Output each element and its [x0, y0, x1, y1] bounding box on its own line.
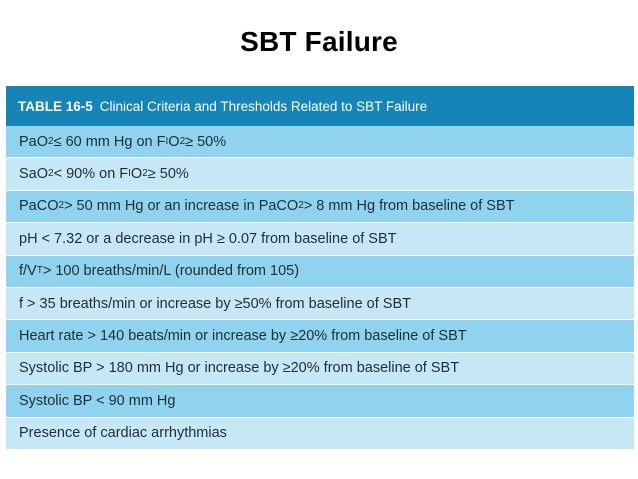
slide-title: SBT Failure: [240, 26, 398, 57]
criteria-table: TABLE 16-5 Clinical Criteria and Thresho…: [6, 86, 634, 464]
table-row: PaCO 2 > 50 mm Hg or an increase in PaCO 2…: [6, 190, 634, 224]
table-header: TABLE 16-5 Clinical Criteria and Thresho…: [6, 86, 634, 126]
table-row: Systolic BP < 90 mm Hg: [6, 385, 634, 418]
table-row: Heart rate > 140 beats/min or increase b…: [6, 320, 634, 353]
table-row: Systolic BP > 180 mm Hg or increase by ≥…: [6, 352, 634, 386]
table-row: pH < 7.32 or a decrease in pH ≥ 0.07 fro…: [6, 223, 634, 256]
table-caption: Clinical Criteria and Thresholds Related…: [99, 98, 428, 114]
table-row: f/V T > 100 breaths/min/L (rounded from 1…: [6, 255, 634, 288]
table-row: f > 35 breaths/min or increase by ≥50% f…: [6, 287, 634, 321]
table-row: Presence of cardiac arrhythmias: [6, 417, 634, 450]
table-number: TABLE 16-5: [18, 98, 93, 114]
